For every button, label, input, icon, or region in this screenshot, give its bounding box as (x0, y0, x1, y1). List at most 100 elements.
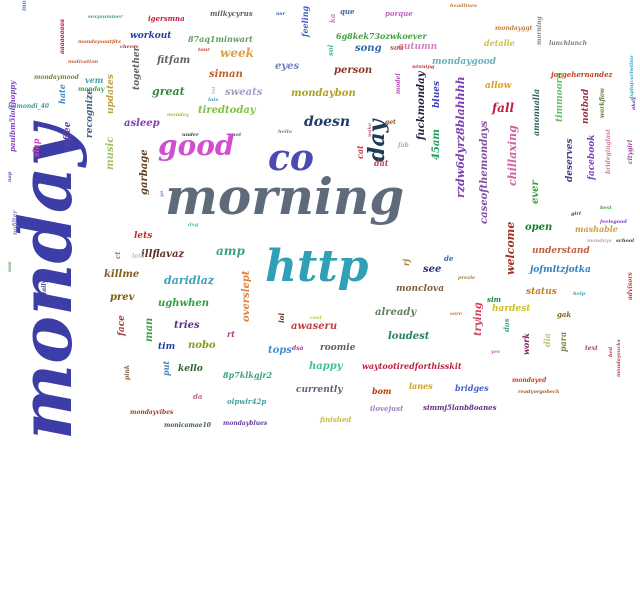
word-cloud-word: cat (356, 145, 364, 159)
word-cloud-word: http (265, 245, 368, 289)
word-cloud-word: welcome (505, 222, 516, 275)
word-cloud-word: wake (368, 123, 373, 137)
word-cloud-word: notbad (582, 89, 591, 124)
word-cloud-word: morning (165, 172, 404, 222)
word-cloud-word: dsa (292, 346, 303, 352)
word-cloud-word: mondayggt (495, 26, 532, 32)
word-cloud-word: see (423, 265, 441, 275)
word-cloud-word: daily (42, 280, 48, 296)
word-cloud-word: ka (329, 14, 336, 23)
word-cloud-word: olpwlr42p (227, 398, 266, 405)
word-cloud-word: help (573, 292, 585, 297)
word-cloud-word: chillaxing (507, 125, 518, 186)
word-cloud-word: sim (487, 296, 501, 303)
word-cloud-word: usr (276, 12, 285, 17)
word-cloud-word: ughwhen (158, 299, 209, 309)
word-cloud-word: morning (537, 16, 543, 45)
word-cloud-word: para (559, 332, 567, 352)
word-cloud-word: mashable (575, 225, 618, 233)
word-cloud-word: motivation (68, 60, 98, 65)
word-cloud-word: prezle (458, 276, 475, 281)
word-cloud-word: awaseru (291, 322, 337, 332)
word-cloud-word: recognize (86, 89, 95, 138)
word-cloud-word: updates (107, 74, 116, 114)
word-cloud-word: girl (571, 212, 581, 217)
word-cloud-word: hello (278, 130, 292, 135)
word-cloud-word: allow (485, 82, 511, 91)
word-cloud-word: 45am (432, 129, 442, 160)
word-cloud-word: ilovejust (370, 405, 403, 412)
word-cloud-word: mondaymotivation (22, 0, 28, 11)
word-cloud-word: lunchlunch (549, 41, 587, 47)
word-cloud-word: understand (532, 247, 590, 256)
word-cloud-word: yes (491, 350, 500, 355)
word-cloud-word: saw (8, 262, 13, 272)
word-cloud-word: aaaaaaaaa (60, 19, 66, 54)
word-cloud-word: 8p7klkgjr2 (223, 371, 272, 379)
word-cloud-word: monclova (396, 285, 444, 294)
word-cloud-word: hate (58, 84, 66, 104)
word-cloud-word: kello (178, 365, 203, 374)
word-cloud-word: mondaysucks (617, 339, 622, 377)
word-cloud-word: lolmondi_40 (8, 104, 49, 110)
word-cloud-word: mondayblues (223, 421, 267, 427)
word-cloud-word: mondaygood (432, 58, 496, 67)
word-cloud-word: monicamae10 (164, 423, 211, 429)
word-cloud-word: jorgehernandez (551, 71, 613, 78)
word-cloud-word: cheers (120, 45, 139, 50)
word-cloud-word: great (152, 86, 185, 97)
word-cloud-word: tries (174, 321, 200, 331)
word-cloud-word: dat (374, 159, 388, 167)
word-cloud-word: already (375, 308, 416, 318)
word-cloud-word: rzdw6dyrz8blahhhh (455, 76, 466, 198)
word-cloud-word: garbage (140, 149, 150, 195)
word-cloud-word: headlines (450, 4, 477, 9)
word-cloud-word: overslept (242, 270, 252, 322)
word-cloud-word: 6g8kek73ozwkoever (336, 32, 427, 40)
word-cloud-word: tour (198, 48, 210, 53)
word-cloud-word: vem (85, 76, 103, 84)
word-cloud-word: ever (531, 180, 541, 204)
word-cloud-word: mondayed (512, 378, 546, 384)
word-cloud-word: rj (402, 259, 410, 266)
word-cloud-word: yo (160, 191, 165, 197)
word-cloud-word: music (106, 137, 116, 170)
word-cloud-word: nobo (188, 341, 216, 351)
word-cloud-word: lol (278, 313, 285, 323)
word-cloud-word: man (145, 318, 155, 342)
word-cloud-word: monday (167, 113, 189, 118)
word-cloud-word: paulbm5lolthoppy (9, 81, 16, 152)
word-cloud-word: rt (227, 330, 235, 338)
word-cloud-word: together (133, 47, 142, 90)
word-cloud-word: sweats (225, 88, 262, 98)
word-cloud-word: song (355, 44, 382, 54)
word-cloud-word: facebook (588, 135, 597, 180)
word-cloud-word: sou (390, 44, 404, 51)
word-cloud-word: happy (309, 362, 343, 372)
word-cloud-word: advisors (628, 272, 634, 300)
word-cloud-word: amonualla (532, 89, 540, 136)
word-cloud-word: trying (474, 302, 484, 336)
word-cloud-word: feeling (301, 6, 309, 37)
word-cloud-word: de (444, 255, 453, 262)
word-cloud-word: workout (130, 32, 171, 41)
word-cloud-word: bom (372, 387, 391, 395)
word-cloud-word: waytootiredforthisskit (362, 362, 462, 370)
word-cloud-word: school (616, 239, 634, 244)
word-cloud-word: fitfam (157, 56, 190, 66)
word-cloud-word: lets (132, 254, 144, 260)
word-cloud-word: ct (114, 252, 121, 260)
word-cloud-word: cool (310, 316, 322, 321)
word-cloud-word: lets (134, 232, 152, 241)
word-cloud-word: winnipg (412, 65, 434, 70)
word-cloud-word: status (526, 288, 557, 297)
word-cloud-word: killme (104, 270, 139, 280)
word-cloud-word: face (118, 315, 127, 336)
word-cloud-word: lanes (409, 382, 433, 390)
word-cloud-word: citygirl (628, 140, 634, 164)
word-cloud-word: hardest (492, 305, 530, 314)
word-cloud-word: caseofthemondays (480, 121, 490, 224)
word-cloud-word: work (522, 333, 530, 355)
word-cloud-word: readyorgobeck (518, 390, 559, 395)
word-cloud-word: brideginglast (606, 129, 612, 174)
